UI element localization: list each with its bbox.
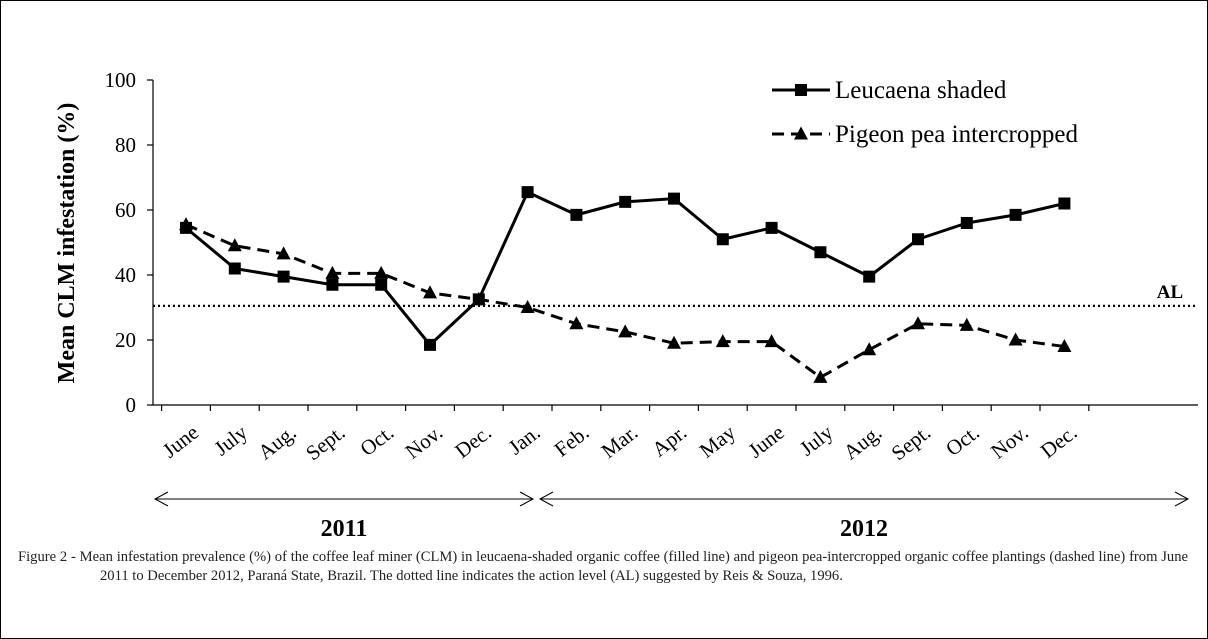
arrow-right-icon <box>1174 491 1190 507</box>
series-line <box>185 223 1065 379</box>
legend-label: Pigeon pea intercropped <box>835 121 1078 148</box>
chart-series <box>179 186 1072 383</box>
square-marker <box>1009 208 1022 221</box>
triangle-marker <box>276 246 291 260</box>
x-tick-label: Sept. <box>887 420 935 465</box>
y-tick-label: 20 <box>115 328 136 352</box>
triangle-marker <box>1008 332 1023 346</box>
square-marker <box>1058 197 1071 210</box>
x-tick-label: June <box>158 420 203 463</box>
square-marker <box>619 195 632 208</box>
triangle-marker <box>667 335 681 349</box>
chart-legend: Leucaena shaded Pigeon pea intercropped <box>772 77 1078 148</box>
x-axis-ticks: June July Aug. Sept. Oct. Nov. Dec. Jan. Feb. Mar… <box>158 405 1090 465</box>
x-tick-label: May <box>695 420 741 463</box>
series-pigeon-pea-intercropped <box>179 217 1072 383</box>
chart-axes <box>152 80 1198 406</box>
triangle-marker <box>1057 339 1072 352</box>
square-marker <box>765 221 778 234</box>
triangle-marker <box>794 126 808 140</box>
y-tick-label: 80 <box>115 133 136 157</box>
square-marker <box>228 262 241 275</box>
x-tick-label: Mar. <box>597 420 643 463</box>
action-level-line: AL <box>153 282 1198 307</box>
y-axis-title: Mean CLM infestation (%) <box>54 103 80 384</box>
action-level-label: AL <box>1157 282 1183 303</box>
square-marker <box>795 84 807 96</box>
square-marker <box>863 270 876 283</box>
square-marker <box>912 233 924 246</box>
triangle-marker <box>423 285 437 299</box>
figure-caption: Figure 2 - Mean infestation prevalence (… <box>18 548 1188 586</box>
x-tick-label: Dec. <box>450 420 496 463</box>
x-tick-label: Aug. <box>253 420 300 464</box>
triangle-marker <box>911 316 925 330</box>
triangle-marker <box>471 291 486 305</box>
triangle-marker <box>618 324 633 338</box>
triangle-marker <box>569 316 584 330</box>
square-marker <box>716 233 729 246</box>
triangle-marker <box>520 300 535 313</box>
caption-text: Figure 2 - Mean infestation prevalence (… <box>18 549 1188 584</box>
x-tick-label: Nov. <box>401 420 447 464</box>
year-label: 2011 <box>321 516 368 542</box>
x-tick-label: Sept. <box>301 420 349 465</box>
square-marker <box>960 217 973 229</box>
triangle-marker <box>715 334 730 348</box>
x-tick-label: July <box>210 420 253 461</box>
triangle-marker <box>374 265 389 279</box>
triangle-marker <box>813 369 828 383</box>
x-tick-label: June <box>744 420 789 463</box>
triangle-marker <box>227 238 242 252</box>
y-tick-label: 40 <box>115 263 136 287</box>
year-arrows: 2011 2012 <box>153 491 1190 542</box>
x-tick-label: Oct. <box>355 420 398 461</box>
arrow-left-icon <box>538 491 554 507</box>
square-marker <box>668 192 680 205</box>
legend-label: Leucaena shaded <box>835 77 1007 104</box>
triangle-marker <box>959 317 974 331</box>
x-tick-label: Dec. <box>1036 420 1082 463</box>
triangle-marker <box>325 265 340 279</box>
x-tick-label: Apr. <box>647 420 691 462</box>
square-marker <box>521 186 534 199</box>
y-tick-label: 0 <box>126 393 137 417</box>
y-tick-label: 60 <box>115 198 136 222</box>
y-tick-label: 100 <box>105 68 137 92</box>
year-label: 2012 <box>840 516 888 542</box>
x-tick-label: Nov. <box>986 420 1032 464</box>
square-marker <box>570 208 583 221</box>
triangle-marker <box>179 217 193 231</box>
y-axis-ticks: 0 20 40 60 80 100 <box>105 68 153 417</box>
x-tick-label: Aug. <box>839 420 886 464</box>
arrow-left-icon <box>153 491 169 507</box>
arrow-right-icon <box>519 491 535 507</box>
square-marker <box>814 246 827 259</box>
x-tick-label: Jan. <box>504 420 545 459</box>
x-tick-label: Feb. <box>550 420 594 462</box>
triangle-marker <box>764 334 779 348</box>
x-tick-label: Oct. <box>941 420 984 461</box>
triangle-marker <box>862 342 877 356</box>
x-tick-label: July <box>795 420 838 461</box>
series-leucaena-shaded <box>180 186 1071 351</box>
square-marker <box>326 278 339 291</box>
square-marker <box>375 278 388 291</box>
square-marker <box>424 338 436 351</box>
square-marker <box>277 270 290 283</box>
